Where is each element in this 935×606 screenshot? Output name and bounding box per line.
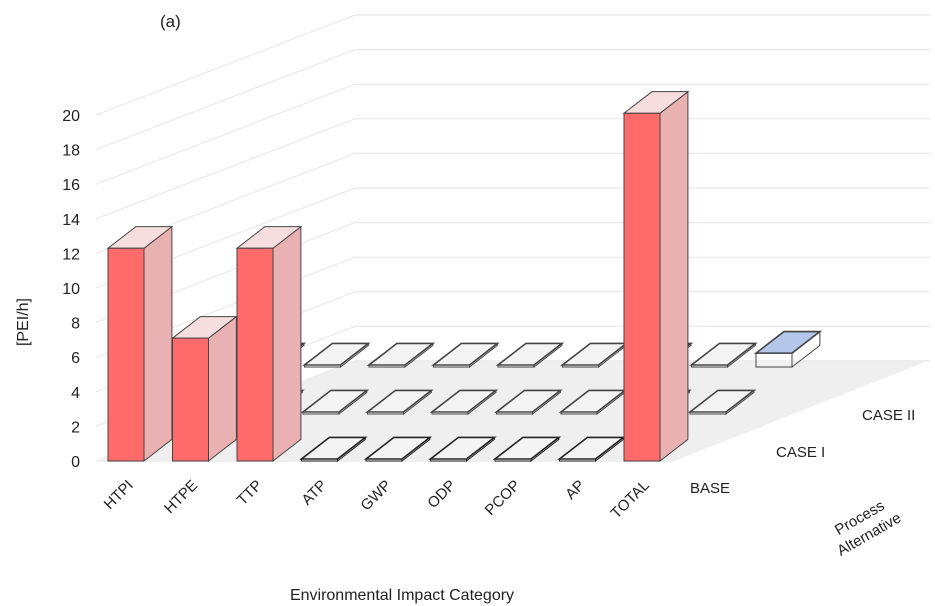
x-tick-label: ODP <box>424 477 459 512</box>
bar-case-i-total <box>687 389 757 416</box>
bar-case-i-odp <box>494 389 563 416</box>
bar-base-ttp <box>235 225 303 463</box>
bar-front-face <box>302 411 340 415</box>
y-tick-label: 8 <box>71 316 80 333</box>
bar-case-ii-total <box>753 330 823 369</box>
bar-case-ii-atp <box>431 342 500 369</box>
bar-base-pcop <box>492 436 562 463</box>
bar-case-ii-gwp <box>495 342 565 369</box>
bar-front-face <box>107 247 145 462</box>
bar-front-face <box>431 411 469 415</box>
bar-front-face <box>304 364 341 368</box>
y-tick-label: 18 <box>62 143 80 160</box>
bar-front-face <box>496 411 533 415</box>
bar-case-ii-htpe <box>302 342 371 369</box>
x-tick-label: HTPI <box>101 477 137 513</box>
bar-front-face <box>368 364 406 368</box>
bar-front-face <box>172 337 209 462</box>
bar-front-face <box>689 411 727 415</box>
y-tick-label: 20 <box>62 108 80 125</box>
bar-front-face <box>562 364 599 368</box>
bar-side-face <box>143 225 173 463</box>
x-tick-label: TOTAL <box>608 477 653 522</box>
bar-front-face <box>236 247 274 462</box>
bar-base-atp <box>299 436 368 463</box>
grid-line <box>95 49 356 151</box>
grid-line <box>95 83 356 185</box>
bar-front-face <box>691 364 728 368</box>
bar-front-face <box>433 364 470 368</box>
series-label: CASE I <box>776 444 825 461</box>
y-tick-label: 12 <box>62 246 80 263</box>
series-label: CASE II <box>862 407 915 424</box>
bar-front-face <box>365 458 403 462</box>
bar-base-ap <box>557 436 626 463</box>
grid-line <box>95 118 356 220</box>
bar-case-i-atp <box>365 389 434 416</box>
y-tick-label: 10 <box>62 281 80 298</box>
bar-front-face <box>623 112 661 462</box>
bar-base-odp <box>428 436 497 463</box>
bar-base-gwp <box>363 436 433 463</box>
y-tick-label: 4 <box>71 385 80 402</box>
bar-base-htpi <box>106 225 174 463</box>
y-tick-label: 2 <box>71 419 80 436</box>
x-tick-label: HTPE <box>161 477 201 517</box>
y-tick-label: 16 <box>62 177 80 194</box>
grid-line <box>95 14 356 116</box>
bar-front-face <box>301 458 338 462</box>
x-tick-label: ATP <box>298 477 330 509</box>
bar-front-face <box>559 458 596 462</box>
bar-case-ii-ap <box>689 342 758 369</box>
x-tick-label: PCOP <box>482 477 524 519</box>
y-tick-label: 14 <box>62 212 80 229</box>
x-tick-label: TTP <box>234 477 266 509</box>
bar-front-face <box>560 411 598 415</box>
x-tick-label: GWP <box>357 477 394 514</box>
bar-case-ii-ttp <box>366 342 436 369</box>
y-axis-title: [PEI/h] <box>15 298 32 346</box>
bar-front-face <box>755 352 793 368</box>
bar-base-htpe <box>171 315 238 463</box>
bar-side-face <box>272 225 302 463</box>
x-axis-title: Environmental Impact Category <box>290 587 514 604</box>
bar-case-i-gwp <box>429 389 499 416</box>
bar-front-face <box>367 411 404 415</box>
bar-side-face <box>659 90 689 463</box>
y-tick-label: 0 <box>71 454 80 471</box>
bar-case-i-ttp <box>300 389 370 416</box>
bar-base-total <box>622 90 690 463</box>
x-tick-label: AP <box>562 477 588 503</box>
z-axis-title: ProcessAlternative <box>825 493 904 560</box>
y-tick-label: 6 <box>71 350 80 367</box>
bar-front-face <box>497 364 535 368</box>
bar-side-face <box>208 315 237 463</box>
bar-front-face <box>430 458 467 462</box>
series-label: BASE <box>690 480 730 497</box>
panel-label: (a) <box>160 12 181 31</box>
bars-layer <box>106 90 823 463</box>
bar-front-face <box>494 458 532 462</box>
